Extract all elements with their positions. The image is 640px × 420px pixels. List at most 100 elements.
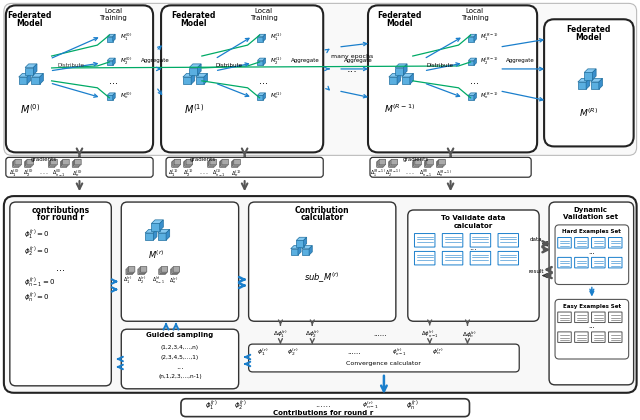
FancyBboxPatch shape <box>181 399 470 417</box>
Text: $\Delta_n^{(r)}$: $\Delta_n^{(r)}$ <box>170 275 179 286</box>
FancyBboxPatch shape <box>575 257 588 268</box>
FancyBboxPatch shape <box>248 202 396 321</box>
Text: $\Delta_2^{(r)}$: $\Delta_2^{(r)}$ <box>136 275 146 286</box>
Polygon shape <box>25 68 33 75</box>
Text: $\phi_1^{(r)}$: $\phi_1^{(r)}$ <box>205 399 217 413</box>
Polygon shape <box>158 229 170 233</box>
Polygon shape <box>263 34 266 42</box>
FancyBboxPatch shape <box>498 234 518 247</box>
FancyBboxPatch shape <box>370 158 531 177</box>
FancyBboxPatch shape <box>415 252 435 265</box>
Polygon shape <box>257 95 263 100</box>
FancyBboxPatch shape <box>63 159 69 165</box>
Text: ...: ... <box>470 76 479 86</box>
Polygon shape <box>257 93 266 95</box>
Text: $M^{(r)}$: $M^{(r)}$ <box>148 249 164 261</box>
FancyBboxPatch shape <box>220 162 226 167</box>
Text: $\phi_2^{(r)}$: $\phi_2^{(r)}$ <box>234 399 247 413</box>
Text: $...$: $...$ <box>39 171 49 176</box>
FancyBboxPatch shape <box>415 159 421 165</box>
FancyBboxPatch shape <box>415 234 435 247</box>
Polygon shape <box>584 73 593 80</box>
Polygon shape <box>309 246 312 255</box>
Text: Contributions for round r: Contributions for round r <box>273 410 373 416</box>
FancyBboxPatch shape <box>379 159 386 165</box>
Polygon shape <box>263 93 266 100</box>
FancyBboxPatch shape <box>442 252 463 265</box>
Polygon shape <box>183 74 195 77</box>
Text: Federated: Federated <box>566 25 611 34</box>
Polygon shape <box>578 82 586 89</box>
Polygon shape <box>257 37 263 42</box>
FancyBboxPatch shape <box>159 269 165 275</box>
Polygon shape <box>189 64 201 68</box>
FancyBboxPatch shape <box>412 162 419 167</box>
Polygon shape <box>468 58 476 60</box>
Polygon shape <box>401 74 413 77</box>
FancyBboxPatch shape <box>49 160 56 166</box>
Text: $\phi_{n-1}^{(r)} = 0$: $\phi_{n-1}^{(r)} = 0$ <box>24 276 56 290</box>
FancyBboxPatch shape <box>234 159 241 165</box>
FancyBboxPatch shape <box>172 162 179 167</box>
FancyBboxPatch shape <box>210 159 216 165</box>
FancyBboxPatch shape <box>72 162 79 167</box>
Text: ......: ...... <box>316 400 331 409</box>
Text: $\Delta\phi_1^{(r)}$: $\Delta\phi_1^{(r)}$ <box>273 328 288 340</box>
Text: $M_1^{(1)}$: $M_1^{(1)}$ <box>269 32 282 43</box>
Polygon shape <box>263 58 266 66</box>
Text: $...$: $...$ <box>405 171 415 176</box>
Polygon shape <box>152 220 163 223</box>
FancyBboxPatch shape <box>555 299 628 359</box>
Polygon shape <box>31 74 44 77</box>
Text: $M_2^{(0)}$: $M_2^{(0)}$ <box>120 55 132 67</box>
FancyBboxPatch shape <box>221 160 227 166</box>
FancyBboxPatch shape <box>173 267 180 272</box>
Text: $\Delta_1^{(R-1)}$: $\Delta_1^{(R-1)}$ <box>370 168 386 179</box>
Polygon shape <box>198 64 201 75</box>
Text: Easy Examples Set: Easy Examples Set <box>563 304 621 309</box>
FancyBboxPatch shape <box>248 344 519 372</box>
FancyBboxPatch shape <box>368 5 537 152</box>
FancyBboxPatch shape <box>609 312 622 323</box>
Text: $\Delta_{n-1}^{(0)}$: $\Delta_{n-1}^{(0)}$ <box>52 168 65 179</box>
Polygon shape <box>113 93 115 100</box>
Text: Validation set: Validation set <box>563 214 618 220</box>
Text: ...: ... <box>259 76 268 86</box>
Text: $M^{(1)}$: $M^{(1)}$ <box>184 102 204 116</box>
FancyBboxPatch shape <box>390 160 396 166</box>
Text: $...$: $...$ <box>199 171 209 176</box>
Text: $\phi_{n-1}^{(r)}$: $\phi_{n-1}^{(r)}$ <box>362 400 378 412</box>
FancyBboxPatch shape <box>391 159 397 165</box>
Text: $\Delta_n^{(R-1)}$: $\Delta_n^{(R-1)}$ <box>436 168 452 178</box>
FancyBboxPatch shape <box>126 269 132 275</box>
Text: $\Delta\phi_2^{(r)}$: $\Delta\phi_2^{(r)}$ <box>305 328 320 340</box>
Polygon shape <box>591 79 602 82</box>
FancyBboxPatch shape <box>609 238 622 248</box>
Text: Training: Training <box>99 15 127 21</box>
Text: Guided sampling: Guided sampling <box>147 332 214 338</box>
FancyBboxPatch shape <box>555 225 628 284</box>
FancyBboxPatch shape <box>75 159 81 165</box>
Text: $\phi_2^{(r)} = 0$: $\phi_2^{(r)} = 0$ <box>24 244 49 259</box>
Polygon shape <box>401 77 410 84</box>
FancyBboxPatch shape <box>139 268 146 273</box>
Text: Aggregate: Aggregate <box>344 58 372 63</box>
Text: $\Delta_{n-1}^{(R)}$: $\Delta_{n-1}^{(R)}$ <box>419 168 432 179</box>
Polygon shape <box>107 60 113 66</box>
Text: ...: ... <box>56 262 65 273</box>
Polygon shape <box>33 64 37 75</box>
FancyBboxPatch shape <box>232 162 238 167</box>
Polygon shape <box>584 69 596 73</box>
FancyBboxPatch shape <box>575 238 588 248</box>
Text: (n,1,2,3,...,n-1): (n,1,2,3,...,n-1) <box>158 374 202 379</box>
Text: $\Delta_2^{(0)}$: $\Delta_2^{(0)}$ <box>24 168 34 179</box>
Text: Convergence calculator: Convergence calculator <box>346 362 421 367</box>
Text: $\phi_n^{(r)}$: $\phi_n^{(r)}$ <box>406 399 418 412</box>
Text: Local: Local <box>104 8 122 14</box>
FancyBboxPatch shape <box>24 162 31 167</box>
FancyBboxPatch shape <box>427 159 433 165</box>
FancyBboxPatch shape <box>439 159 445 165</box>
FancyBboxPatch shape <box>557 238 572 248</box>
Text: ...: ... <box>347 64 358 74</box>
Polygon shape <box>40 74 44 84</box>
